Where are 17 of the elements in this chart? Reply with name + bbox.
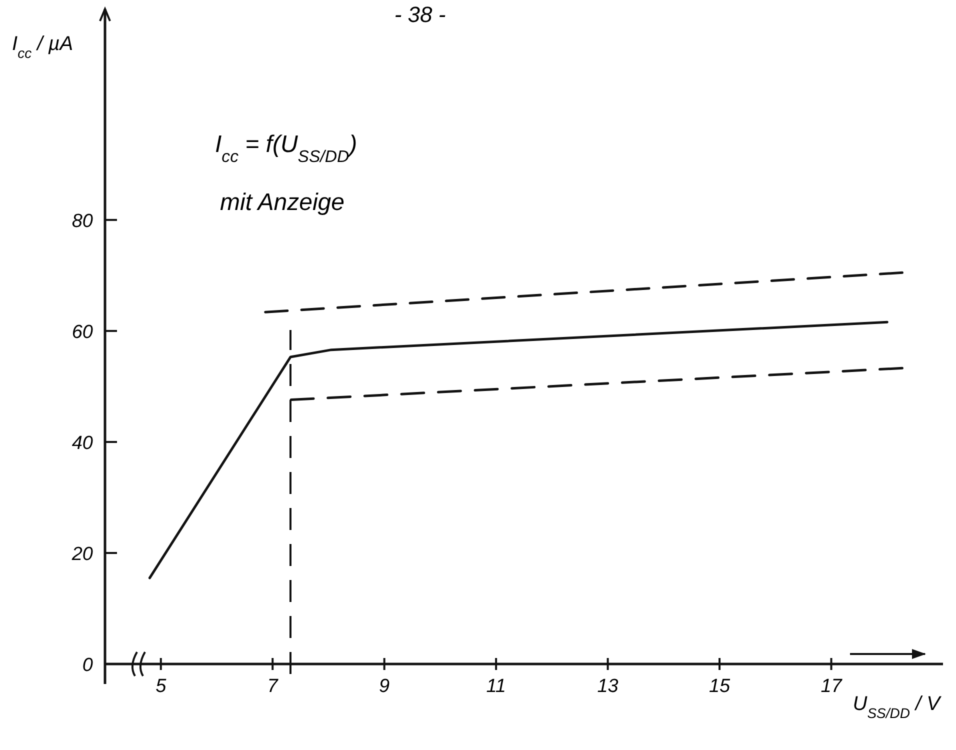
x-tick-label: 13	[597, 676, 619, 697]
y-tick-label: 60	[72, 322, 94, 343]
x-tick-label: 9	[379, 676, 390, 697]
x-tick-label: 15	[708, 676, 731, 697]
y-axis-title: I$_{cc}$ / µA	[12, 33, 74, 61]
x-tick-label: 7	[267, 676, 280, 697]
x-axis-title: U$_{SS/DD}$ / V	[852, 693, 942, 721]
annotation: - 38 -	[394, 2, 446, 27]
y-tick-label: 20	[70, 544, 94, 565]
y-tick-label: 80	[72, 210, 94, 232]
x-tick-label: 5	[156, 676, 167, 697]
x-tick-label: 17	[820, 676, 844, 697]
x-tick-label: 11	[486, 676, 506, 697]
annotation: I$_{cc}$ = f(U$_{SS/DD}$)	[215, 131, 358, 166]
y-tick-label: 40	[72, 432, 94, 454]
y-tick-label: 0	[82, 655, 94, 676]
annotation: mit Anzeige	[220, 189, 344, 216]
